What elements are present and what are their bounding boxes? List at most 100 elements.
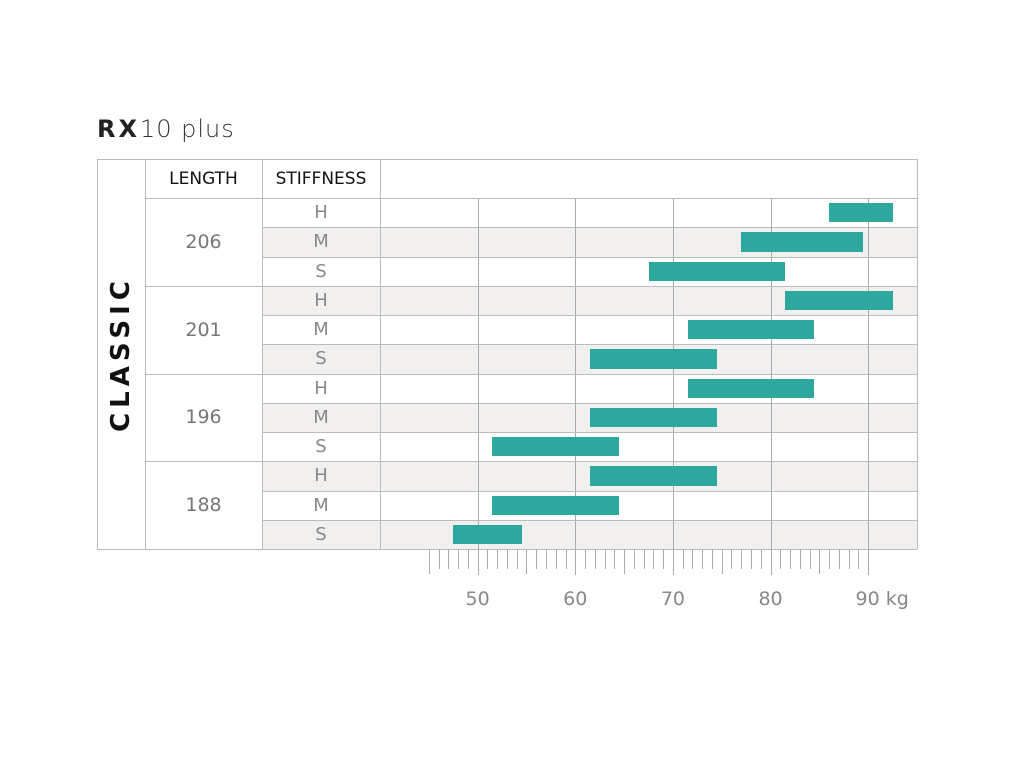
stiffness-label: M bbox=[313, 406, 329, 428]
minor-tick bbox=[585, 549, 587, 569]
minor-tick bbox=[653, 549, 655, 569]
minor-tick bbox=[692, 549, 694, 569]
row-divider bbox=[145, 198, 917, 199]
minor-tick bbox=[545, 549, 547, 569]
stiffness-label: H bbox=[314, 377, 328, 399]
minor-tick bbox=[838, 549, 840, 569]
row-shade bbox=[262, 402, 917, 432]
stiffness-label: S bbox=[315, 523, 327, 545]
minor-tick bbox=[663, 549, 665, 569]
stiffness-label: H bbox=[314, 202, 328, 224]
minor-tick bbox=[536, 549, 538, 569]
minor-tick bbox=[516, 549, 518, 569]
gridline bbox=[575, 198, 577, 575]
x-tick-label: 50 bbox=[465, 588, 490, 610]
range-bar bbox=[453, 524, 522, 544]
stiffness-label: H bbox=[314, 465, 328, 487]
stiffness-label: S bbox=[315, 436, 327, 458]
minor-tick bbox=[487, 549, 489, 569]
length-label: 206 bbox=[185, 230, 222, 253]
minor-tick bbox=[790, 549, 792, 569]
minor-tick bbox=[506, 549, 508, 569]
row-divider bbox=[145, 461, 917, 463]
range-bar bbox=[687, 378, 815, 398]
range-bar bbox=[492, 495, 620, 515]
minor-tick bbox=[594, 549, 596, 569]
minor-tick bbox=[526, 549, 528, 574]
range-bar bbox=[829, 203, 893, 223]
minor-tick bbox=[741, 549, 743, 569]
row-shade bbox=[262, 344, 917, 374]
minor-tick bbox=[448, 549, 450, 569]
range-bar bbox=[648, 261, 786, 281]
row-divider bbox=[145, 373, 917, 375]
minor-tick bbox=[858, 549, 860, 569]
minor-tick bbox=[731, 549, 733, 569]
header-stiffness: STIFFNESS bbox=[275, 168, 367, 189]
chart-title: RX10 plus bbox=[97, 115, 235, 143]
title-model: RX bbox=[97, 115, 140, 143]
x-tick-label: 80 bbox=[758, 588, 783, 610]
range-bar bbox=[741, 232, 864, 252]
title-variant: 10 plus bbox=[139, 115, 235, 143]
range-bar bbox=[589, 466, 717, 486]
minor-tick bbox=[721, 549, 723, 574]
range-bar bbox=[589, 407, 717, 427]
gridline bbox=[672, 198, 674, 575]
minor-tick bbox=[565, 549, 567, 569]
minor-tick bbox=[819, 549, 821, 574]
range-bar bbox=[589, 349, 717, 369]
range-bar bbox=[492, 437, 620, 457]
stiffness-label: M bbox=[313, 319, 329, 341]
stiffness-label: H bbox=[314, 289, 328, 311]
row-divider bbox=[262, 256, 917, 258]
minor-tick bbox=[760, 549, 762, 569]
stiffness-label: S bbox=[315, 260, 327, 282]
gridline bbox=[477, 198, 479, 575]
x-tick-label: 90 kg bbox=[855, 588, 909, 610]
row-shade bbox=[262, 519, 917, 549]
range-bar bbox=[687, 320, 815, 340]
col-divider bbox=[97, 159, 98, 549]
range-bar bbox=[785, 290, 893, 310]
stiffness-label: M bbox=[313, 494, 329, 516]
stiffness-label: M bbox=[313, 231, 329, 253]
row-divider bbox=[262, 402, 917, 404]
header-length: LENGTH bbox=[169, 168, 238, 189]
x-tick-label: 70 bbox=[660, 588, 685, 610]
col-divider bbox=[262, 159, 263, 549]
col-divider bbox=[380, 159, 381, 549]
length-label: 188 bbox=[185, 494, 222, 517]
row-divider bbox=[262, 432, 917, 433]
minor-tick bbox=[643, 549, 645, 569]
minor-tick bbox=[497, 549, 499, 569]
length-label: 196 bbox=[185, 406, 222, 429]
row-divider bbox=[262, 490, 917, 492]
border-top bbox=[97, 159, 917, 160]
minor-tick bbox=[829, 549, 831, 569]
minor-tick bbox=[780, 549, 782, 569]
x-tick-label: 60 bbox=[563, 588, 588, 610]
minor-tick bbox=[711, 549, 713, 569]
length-label: 201 bbox=[185, 318, 222, 341]
minor-tick bbox=[702, 549, 704, 569]
minor-tick bbox=[682, 549, 684, 569]
stiffness-label: S bbox=[315, 348, 327, 370]
minor-tick bbox=[633, 549, 635, 569]
minor-tick bbox=[614, 549, 616, 569]
minor-tick bbox=[624, 549, 626, 574]
minor-tick bbox=[848, 549, 850, 569]
row-divider bbox=[262, 519, 917, 521]
minor-tick bbox=[751, 549, 753, 569]
row-divider bbox=[145, 285, 917, 287]
row-shade bbox=[262, 461, 917, 491]
minor-tick bbox=[555, 549, 557, 569]
minor-tick bbox=[604, 549, 606, 569]
gridline bbox=[868, 198, 870, 575]
row-divider bbox=[262, 344, 917, 346]
series-label: CLASSIC bbox=[97, 159, 145, 549]
minor-tick bbox=[467, 549, 469, 569]
row-divider bbox=[262, 227, 917, 229]
minor-tick bbox=[428, 549, 430, 574]
minor-tick bbox=[809, 549, 811, 569]
